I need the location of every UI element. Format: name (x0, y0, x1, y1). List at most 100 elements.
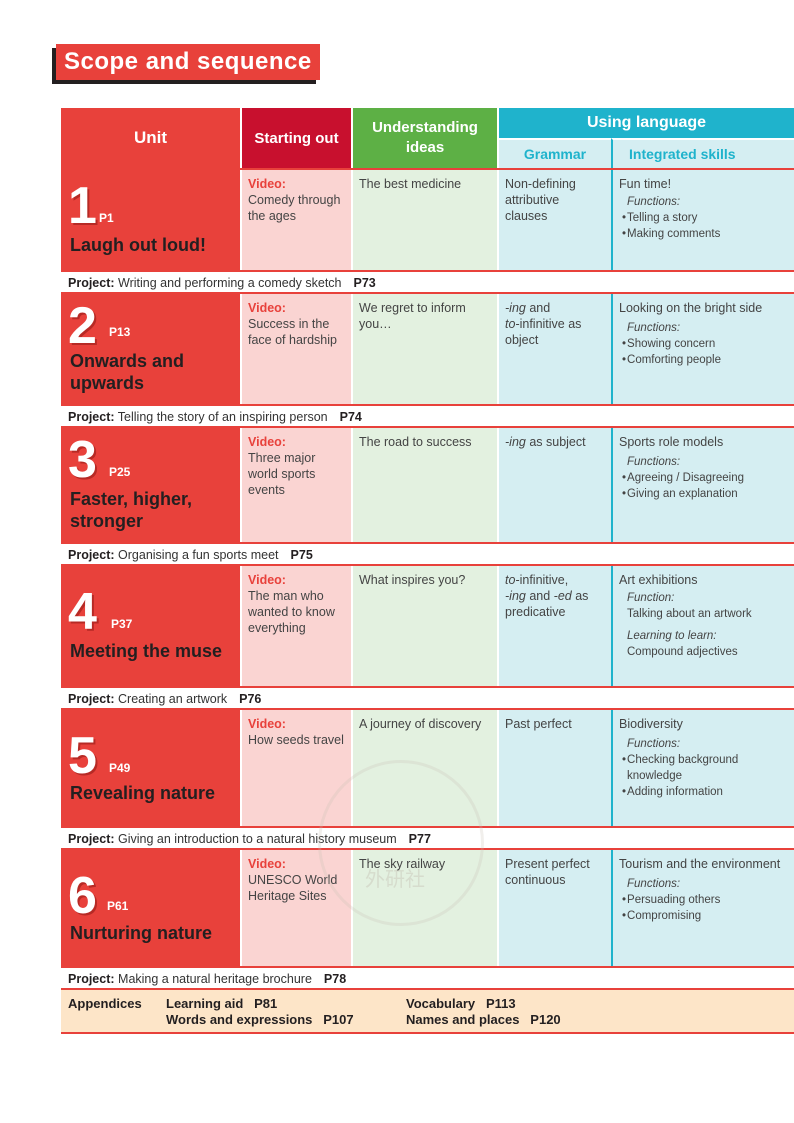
video-label: Video: (248, 177, 286, 191)
appendix-item: Learning aid P81 (166, 996, 278, 1011)
appendices-row: Appendices Learning aid P81 Vocabulary P… (61, 988, 794, 1034)
scope-table: Unit Starting out Understanding ideas Us… (61, 108, 794, 1034)
skills-cell: Sports role models Functions: Agreeing /… (611, 428, 794, 542)
project-label: Project: (68, 832, 115, 846)
video-title: Success in the face of hardship (248, 317, 337, 347)
unit-number: 4 (68, 583, 97, 641)
learning-label: Learning to learn: (627, 630, 717, 642)
video-label: Video: (248, 435, 286, 449)
video-title: UNESCO World Heritage Sites (248, 873, 338, 903)
grammar-cell: -ing and to-infinitive as object (497, 294, 611, 404)
function-item: Showing concern (619, 336, 788, 352)
understanding-cell: We regret to inform you… (351, 294, 497, 404)
video-title: Three major world sports events (248, 451, 316, 497)
unit-row-3: 3 P25 Faster, higher, stronger Video: Th… (61, 426, 794, 542)
header-unit: Unit (61, 108, 240, 168)
skills-title: Fun time! (619, 177, 672, 191)
functions-label: Functions: (627, 738, 681, 750)
skills-title: Biodiversity (619, 717, 683, 731)
project-label: Project: (68, 972, 115, 986)
page-title: Scope and sequence (56, 44, 320, 80)
project-row-1: Project: Writing and performing a comedy… (61, 270, 794, 292)
skills-cell: Tourism and the environment Functions: P… (611, 850, 794, 966)
appendix-item: Words and expressions P107 (166, 1012, 354, 1027)
video-label: Video: (248, 717, 286, 731)
appendix-item: Names and places P120 (406, 1012, 561, 1027)
project-label: Project: (68, 692, 115, 706)
project-label: Project: (68, 548, 115, 562)
project-page: P78 (323, 972, 347, 986)
understanding-cell: The road to success (351, 428, 497, 542)
project-page: P73 (353, 276, 376, 290)
project-row-6: Project: Making a natural heritage broch… (61, 966, 794, 988)
skills-cell: Fun time! Functions: Telling a story Mak… (611, 170, 794, 270)
function-item: Comforting people (619, 352, 788, 368)
video-title: The man who wanted to know everything (248, 589, 335, 635)
unit-number: 5 (68, 727, 97, 785)
project-title: Making a natural heritage brochure (118, 972, 312, 986)
unit-page: P37 (111, 617, 133, 631)
unit-page: P1 (99, 211, 114, 225)
project-row-3: Project: Organising a fun sports meet P75 (61, 542, 794, 564)
grammar-cell: Present perfect continuous (497, 850, 611, 966)
unit-number: 6 (68, 867, 97, 925)
project-title: Creating an artwork (118, 692, 228, 706)
function-item: Persuading others (619, 892, 788, 908)
skills-title: Sports role models (619, 435, 724, 449)
unit-row-4: 4 P37 Meeting the muse Video: The man wh… (61, 564, 794, 686)
unit-cell: 5 P49 Revealing nature (61, 710, 240, 826)
function-item: Giving an explanation (619, 486, 788, 502)
video-label: Video: (248, 301, 286, 315)
project-label: Project: (68, 276, 115, 290)
header-understanding-ideas: Understanding ideas (351, 108, 497, 168)
project-label: Project: (68, 410, 115, 424)
function-text: Talking about an artwork (627, 608, 752, 620)
header-using-language: Using language (497, 108, 794, 138)
functions-label: Functions: (627, 878, 681, 890)
header-starting-out: Starting out (240, 108, 351, 168)
skills-cell: Looking on the bright side Functions: Sh… (611, 294, 794, 404)
starting-out-cell: Video: Comedy through the ages (240, 170, 351, 270)
unit-name: Onwards and upwards (70, 351, 185, 393)
project-title: Writing and performing a comedy sketch (118, 276, 342, 290)
starting-out-cell: Video: The man who wanted to know everyt… (240, 566, 351, 686)
skills-title: Looking on the bright side (619, 301, 763, 315)
watermark-text: 外研社 (365, 867, 425, 891)
unit-name: Meeting the muse (70, 641, 223, 661)
project-title: Organising a fun sports meet (118, 548, 279, 562)
grammar-cell: Past perfect (497, 710, 611, 826)
unit-name: Laugh out loud! (70, 235, 206, 255)
grammar-cell: -ing as subject (497, 428, 611, 542)
unit-name: Revealing nature (70, 783, 216, 803)
function-item: Making comments (619, 226, 788, 242)
unit-name: Faster, higher, stronger (70, 489, 193, 531)
skills-title: Tourism and the environment (619, 857, 781, 871)
grammar-cell: to-infinitive, -ing and -ed as predicative (497, 566, 611, 686)
skills-title: Art exhibitions (619, 573, 698, 587)
starting-out-cell: Video: Success in the face of hardship (240, 294, 351, 404)
understanding-cell: What inspires you? (351, 566, 497, 686)
unit-number: 2 (68, 297, 97, 355)
skills-cell: Biodiversity Functions: Checking backgro… (611, 710, 794, 826)
function-item: Adding information (619, 784, 788, 800)
unit-cell: 6 P61 Nurturing nature (61, 850, 240, 966)
video-label: Video: (248, 857, 286, 871)
project-page: P76 (239, 692, 262, 706)
unit-cell: 1 P1 Laugh out loud! (61, 170, 240, 270)
project-page: P74 (339, 410, 362, 424)
video-label: Video: (248, 573, 286, 587)
unit-cell: 3 P25 Faster, higher, stronger (61, 428, 240, 542)
skills-cell: Art exhibitions Function: Talking about … (611, 566, 794, 686)
functions-label: Functions: (627, 196, 681, 208)
unit-number: 3 (68, 431, 97, 489)
table-header: Unit Starting out Understanding ideas Us… (61, 108, 794, 168)
unit-row-2: 2 P13 Onwards and upwards Video: Success… (61, 292, 794, 404)
publisher-watermark: 外研社 (318, 760, 484, 926)
unit-row-5: 5 P49 Revealing nature Video: How seeds … (61, 708, 794, 826)
unit-name: Nurturing nature (70, 923, 212, 943)
function-item: Telling a story (619, 210, 788, 226)
header-grammar: Grammar (497, 138, 611, 168)
function-item: Checking background knowledge (619, 752, 788, 784)
function-item: Agreeing / Disagreeing (619, 470, 788, 486)
grammar-cell: Non-defining attributive clauses (497, 170, 611, 270)
